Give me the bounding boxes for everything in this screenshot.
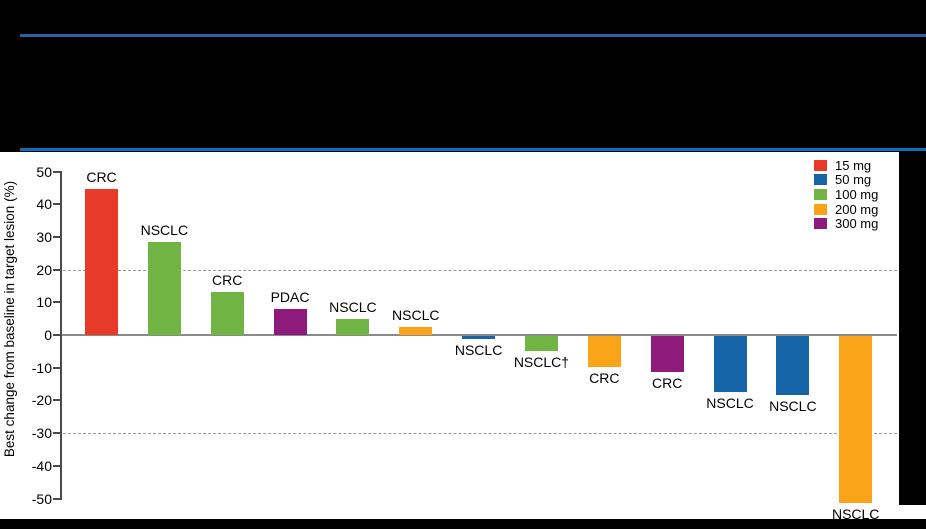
banner-rule-top xyxy=(20,34,926,37)
waterfall-bar-3 xyxy=(210,292,244,335)
zero-line xyxy=(61,334,897,336)
bar-label-2: NSCLC xyxy=(140,221,189,238)
reference-line--30 xyxy=(63,433,897,435)
legend-item: 100 mg xyxy=(814,187,878,202)
waterfall-bar-10 xyxy=(650,336,684,372)
legend-item: 200 mg xyxy=(814,202,878,217)
waterfall-bar-2 xyxy=(147,241,181,335)
y-axis-tick xyxy=(53,432,60,435)
bar-label-10: CRC xyxy=(651,374,683,391)
waterfall-bar-7 xyxy=(462,336,496,340)
legend-swatch-icon xyxy=(814,188,827,200)
legend-swatch-icon xyxy=(814,174,827,186)
y-axis-tick xyxy=(53,203,60,206)
y-axis-tick-label: -30 xyxy=(31,425,52,442)
y-axis-tick-label: -40 xyxy=(31,457,52,474)
y-axis-tick-label: 50 xyxy=(36,163,52,180)
bar-label-8: NSCLC† xyxy=(513,353,570,370)
right-mask xyxy=(899,152,926,505)
bar-label-13: NSCLC xyxy=(831,505,880,522)
y-axis-tick xyxy=(53,301,60,304)
bar-label-3: CRC xyxy=(212,272,243,289)
y-axis-tick xyxy=(53,235,60,238)
y-axis-tick-label: -20 xyxy=(31,392,52,409)
legend-label: 50 mg xyxy=(835,172,872,188)
bar-label-1: CRC xyxy=(86,169,117,186)
bar-label-4: PDAC xyxy=(270,288,310,305)
waterfall-bar-9 xyxy=(587,336,621,368)
y-axis-tick-label: -50 xyxy=(31,490,52,507)
y-axis-line xyxy=(60,170,62,500)
bar-label-6: NSCLC xyxy=(392,306,440,323)
waterfall-bar-5 xyxy=(336,318,370,335)
bar-label-12: NSCLC xyxy=(769,397,817,414)
waterfall-bar-12 xyxy=(776,336,810,395)
legend-swatch-icon xyxy=(814,203,827,215)
reference-line-20 xyxy=(63,269,897,271)
chart-area: Best change from baseline in target lesi… xyxy=(0,152,926,522)
legend-item: 50 mg xyxy=(814,172,878,188)
legend-label: 300 mg xyxy=(835,216,879,232)
legend-swatch-icon xyxy=(814,218,827,230)
legend-label: 100 mg xyxy=(835,186,879,202)
y-axis-tick xyxy=(53,334,60,336)
y-axis-tick xyxy=(53,497,60,500)
bar-label-11: NSCLC xyxy=(706,394,754,411)
legend: 15 mg 50 mg 100 mg 200 mg 300 mg xyxy=(814,158,878,231)
waterfall-bar-6 xyxy=(399,326,433,335)
waterfall-bar-4 xyxy=(273,308,307,335)
banner-rule-bottom xyxy=(20,148,926,151)
y-axis-tick xyxy=(53,464,60,467)
legend-item: 300 mg xyxy=(814,216,878,231)
y-axis-tick-label: 30 xyxy=(36,228,52,245)
waterfall-bar-1 xyxy=(85,189,118,335)
legend-label: 15 mg xyxy=(835,157,872,173)
y-axis-tick xyxy=(53,366,60,369)
bar-label-5: NSCLC xyxy=(329,298,377,315)
bar-label-7: NSCLC xyxy=(454,342,503,359)
waterfall-bar-8 xyxy=(524,336,558,351)
y-axis-tick-label: 40 xyxy=(36,196,52,213)
waterfall-bar-11 xyxy=(713,336,747,392)
y-axis-tick-label: 0 xyxy=(44,327,52,343)
y-axis-tick xyxy=(53,170,60,173)
y-axis-tick-label: 20 xyxy=(36,261,52,278)
legend-swatch-icon xyxy=(814,159,827,171)
waterfall-bar-13 xyxy=(839,336,873,503)
y-axis-tick-label: 10 xyxy=(36,294,52,311)
y-axis-tick xyxy=(53,399,60,402)
bar-label-9: CRC xyxy=(589,370,620,387)
y-axis-tick-label: -10 xyxy=(31,359,52,376)
legend-label: 200 mg xyxy=(835,201,879,217)
legend-item: 15 mg xyxy=(814,158,878,173)
y-axis-label: Best change from baseline in target lesi… xyxy=(2,180,17,458)
y-axis-tick xyxy=(53,268,60,271)
